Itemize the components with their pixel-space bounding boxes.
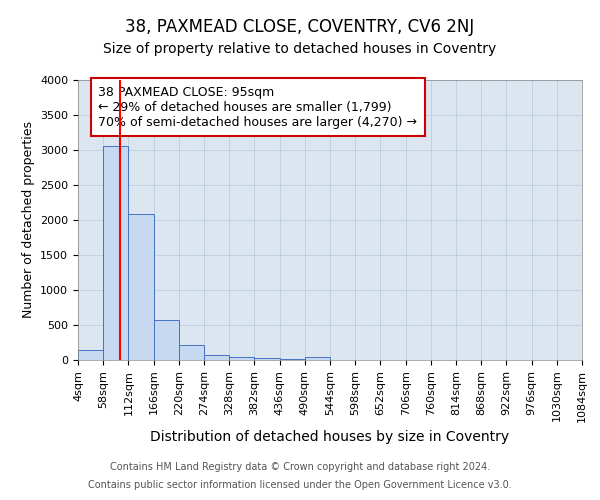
Bar xyxy=(128,214,154,360)
X-axis label: Distribution of detached houses by size in Coventry: Distribution of detached houses by size … xyxy=(151,430,509,444)
Bar xyxy=(154,320,179,360)
Bar xyxy=(103,146,128,360)
Text: 38, PAXMEAD CLOSE, COVENTRY, CV6 2NJ: 38, PAXMEAD CLOSE, COVENTRY, CV6 2NJ xyxy=(125,18,475,36)
Bar xyxy=(254,358,280,360)
Bar xyxy=(305,356,330,360)
Text: 38 PAXMEAD CLOSE: 95sqm
← 29% of detached houses are smaller (1,799)
70% of semi: 38 PAXMEAD CLOSE: 95sqm ← 29% of detache… xyxy=(98,86,417,128)
Text: Contains HM Land Registry data © Crown copyright and database right 2024.: Contains HM Land Registry data © Crown c… xyxy=(110,462,490,472)
Bar xyxy=(229,357,254,360)
Text: Size of property relative to detached houses in Coventry: Size of property relative to detached ho… xyxy=(103,42,497,56)
Bar xyxy=(280,358,305,360)
Bar xyxy=(204,355,229,360)
Bar xyxy=(78,350,103,360)
Bar xyxy=(179,346,204,360)
Y-axis label: Number of detached properties: Number of detached properties xyxy=(22,122,35,318)
Text: Contains public sector information licensed under the Open Government Licence v3: Contains public sector information licen… xyxy=(88,480,512,490)
